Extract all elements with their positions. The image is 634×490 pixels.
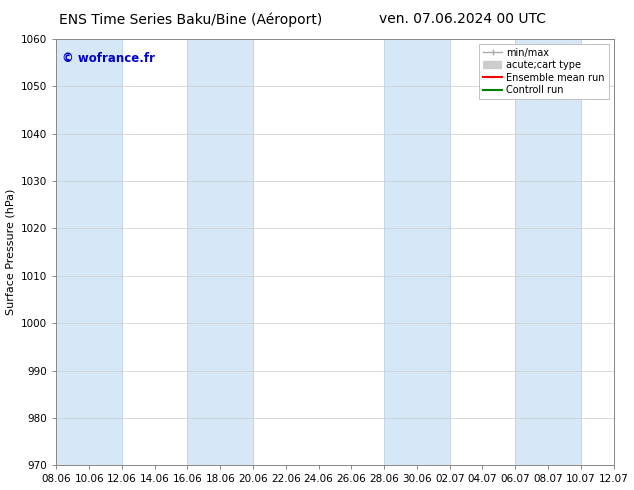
Bar bbox=[188, 39, 253, 466]
Text: ven. 07.06.2024 00 UTC: ven. 07.06.2024 00 UTC bbox=[379, 12, 547, 26]
Bar bbox=[384, 39, 450, 466]
Bar bbox=[56, 39, 122, 466]
Text: ENS Time Series Baku/Bine (Aéroport): ENS Time Series Baku/Bine (Aéroport) bbox=[58, 12, 322, 27]
Text: © wofrance.fr: © wofrance.fr bbox=[62, 52, 155, 65]
Legend: min/max, acute;cart type, Ensemble mean run, Controll run: min/max, acute;cart type, Ensemble mean … bbox=[479, 44, 609, 99]
Y-axis label: Surface Pressure (hPa): Surface Pressure (hPa) bbox=[6, 189, 16, 316]
Bar bbox=[515, 39, 581, 466]
